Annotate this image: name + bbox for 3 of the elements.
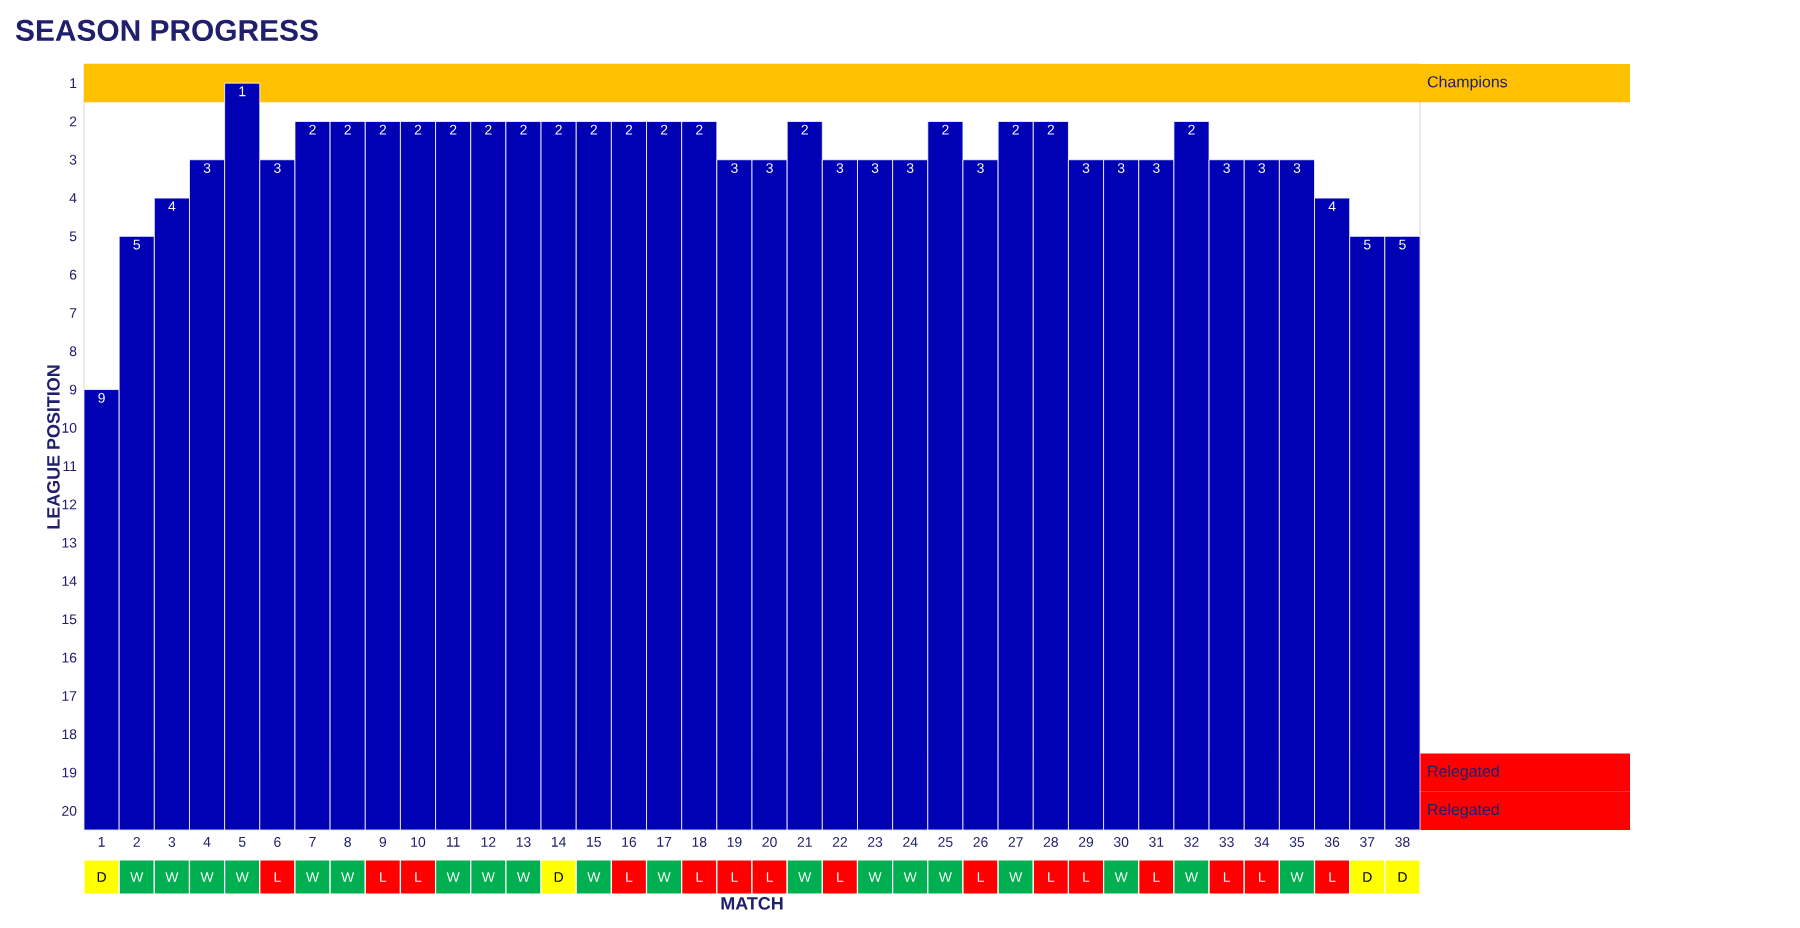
text: MATCH [721, 897, 783, 910]
chart-title: SEASON PROGRESS [15, 19, 318, 41]
y-axis-title: LEAGUE POSITION [47, 365, 60, 529]
